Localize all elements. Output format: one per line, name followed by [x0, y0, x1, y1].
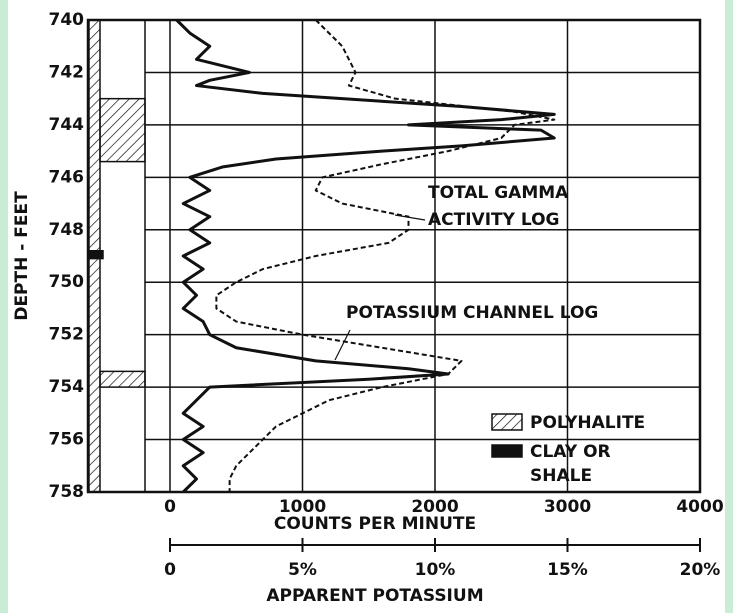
y-tick-label: 748 — [49, 220, 85, 240]
x-tick-label: 0 — [164, 497, 176, 517]
legend-swatch — [491, 413, 523, 431]
leader — [334, 329, 351, 361]
y-tick-label: 756 — [49, 430, 85, 450]
legend-swatch — [491, 444, 523, 458]
x2-tick-label: 10% — [415, 560, 456, 580]
legend-label: CLAY OR SHALE — [530, 442, 611, 486]
x2-axis-title: APPARENT POTASSIUM — [266, 586, 483, 606]
annotation: TOTAL GAMMA ACTIVITY LOG — [428, 183, 569, 230]
x-axis-title: COUNTS PER MINUTE — [274, 514, 476, 534]
legend-label: POLYHALITE — [530, 413, 646, 433]
x2-tick-label: 15% — [547, 560, 588, 580]
plot-frame — [86, 18, 702, 494]
y-tick-label: 742 — [49, 62, 85, 82]
y-tick-label: 750 — [49, 272, 85, 292]
y-axis-title: DEPTH - FEET — [12, 191, 32, 321]
annotation: POTASSIUM CHANNEL LOG — [346, 303, 599, 323]
log-line — [215, 19, 556, 492]
x-tick-label: 3000 — [544, 497, 591, 517]
x2-tick-label: 20% — [680, 560, 721, 580]
x2-tick-label: 5% — [288, 560, 317, 580]
lithology-interval — [99, 97, 146, 163]
y-tick-label: 752 — [49, 325, 85, 345]
y-tick-label: 740 — [49, 10, 85, 30]
y-tick-label: 754 — [49, 377, 85, 397]
y-tick-label: 746 — [49, 167, 85, 187]
log-line — [175, 18, 556, 494]
x-tick-label: 4000 — [676, 497, 723, 517]
x-tick-label: 2000 — [411, 497, 458, 517]
lithology-interval — [88, 250, 104, 260]
y-tick-label: 744 — [49, 115, 85, 135]
lithology-interval — [99, 370, 146, 388]
x-tick-label: 1000 — [279, 497, 326, 517]
y-tick-label: 758 — [49, 482, 85, 502]
x2-tick-label: 0 — [164, 560, 176, 580]
